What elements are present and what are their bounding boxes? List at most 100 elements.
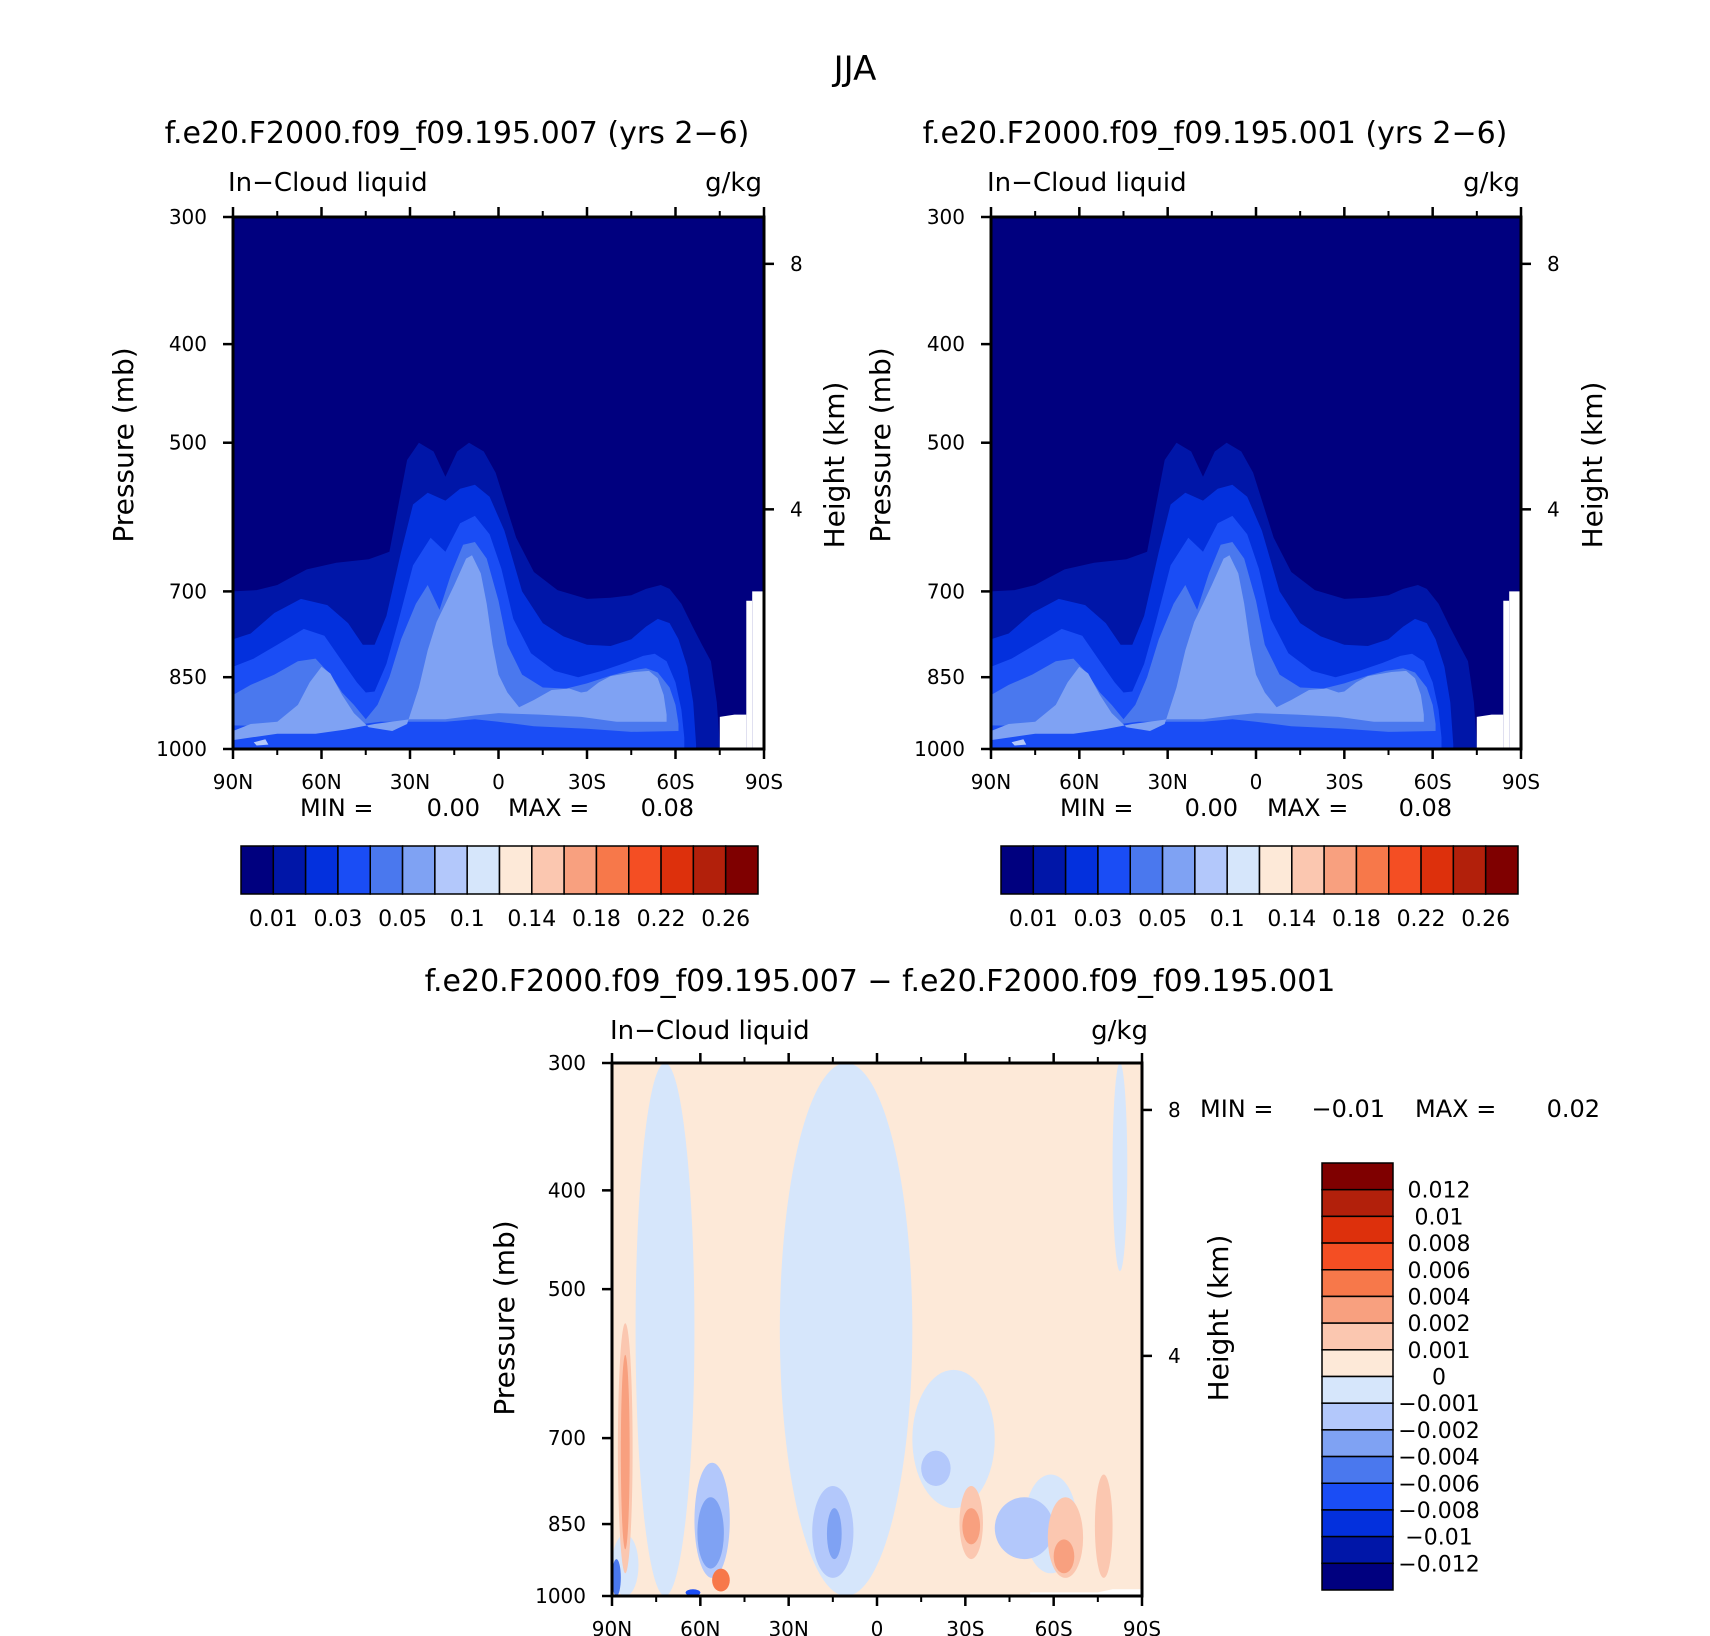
panel-1-colorbar-swatch — [660, 845, 695, 895]
panel-3-colorbar-label: 0.001 — [1408, 1339, 1471, 1364]
panel-1-colorbar-swatch — [724, 845, 759, 895]
panel-2-colorbar-label: 0.14 — [1267, 907, 1316, 932]
panel-2-colorbar-label: 0.01 — [1009, 907, 1058, 932]
panel-3-colorbar-label: −0.002 — [1398, 1419, 1479, 1444]
panel-2-y-tick-label: 500 — [927, 431, 965, 455]
panel-2-colorbar-swatch — [1291, 845, 1325, 895]
panel-2-colorbar-label: 0.26 — [1461, 907, 1510, 932]
panel-2-colorbar-swatch — [1258, 845, 1293, 895]
panel-2-x-tick-label: 60N — [1059, 770, 1099, 794]
panel-3-y-tick-label: 500 — [548, 1277, 586, 1301]
panel-2-contours — [991, 217, 1521, 749]
panel-1-colorbar-swatch — [563, 845, 598, 895]
panel-3-y-tick-label: 700 — [548, 1426, 586, 1450]
panel-1-height-tick-label: 8 — [790, 252, 803, 276]
panel-1-colorbar-label: 0.01 — [249, 907, 298, 932]
panel-2-contour-level-6 — [1011, 739, 1027, 746]
panel-3-colorbar-swatch — [1321, 1322, 1394, 1351]
panel-3-colorbar-swatch — [1321, 1455, 1394, 1484]
panel-3-min-label: MIN = — [1200, 1095, 1273, 1123]
panel-2-colorbar-label: 0.18 — [1332, 907, 1381, 932]
panel-3-colorbar-swatch — [1321, 1509, 1394, 1538]
panel-1-colorbar-swatch — [595, 845, 630, 895]
panel-2-x-tick-label: 30S — [1325, 770, 1363, 794]
panel-3-height-tick-label: 8 — [1168, 1098, 1181, 1122]
panel-3-contour-feature — [912, 1369, 995, 1509]
panel-1-max-value: 0.08 — [641, 794, 694, 822]
panel-2-x-tick-label: 90S — [1502, 770, 1540, 794]
panel-1-variable-label: In−Cloud liquid — [228, 168, 428, 198]
panel-2-max-value: 0.08 — [1399, 794, 1452, 822]
panel-2-colorbar-label: 0.22 — [1397, 907, 1446, 932]
panel-3-contour-feature — [921, 1450, 951, 1487]
panel-3-x-tick-label: 90N — [592, 1617, 632, 1636]
panel-2-colorbar: 0.01 0.03 0.05 0.1 0.14 0.18 0.22 0.26 — [1000, 845, 1519, 932]
panel-3-colorbar-swatch — [1321, 1482, 1394, 1511]
panel-3-colorbar-swatch — [1321, 1375, 1394, 1404]
panel-3-contour-feature — [1094, 1474, 1113, 1578]
panel-1-y-tick-label: 850 — [169, 665, 207, 689]
panel-2-height-tick-label: 8 — [1547, 252, 1560, 276]
panel-3-y-tick-label: 850 — [548, 1512, 586, 1536]
panel-2-x-tick-label: 90N — [971, 770, 1011, 794]
panel-1-colorbar-swatch — [531, 845, 565, 895]
panel-1-colorbar-swatch — [692, 845, 727, 895]
panel-2-x-tick-label: 0 — [1250, 770, 1263, 794]
panel-1-colorbar-swatch — [498, 845, 533, 895]
panel-2-colorbar-swatch — [1064, 845, 1099, 895]
panel-2-y-tick-label: 700 — [927, 579, 965, 603]
panel-2-title: f.e20.F2000.f09_f09.195.001 (yrs 2−6) — [923, 116, 1508, 151]
panel-1-colorbar-swatch — [466, 845, 501, 895]
panel-3-plot: 90N 60N 30N 0 30S 60S 90S 300 400 500 700 850 1000 8 4 — [535, 1051, 1181, 1636]
panel-3-max-value: 0.02 — [1547, 1095, 1600, 1123]
panel-1-colorbar-label: 0.05 — [378, 907, 427, 932]
panel-3-colorbar-label: −0.008 — [1398, 1499, 1479, 1524]
panel-3-colorbar-label: −0.004 — [1398, 1446, 1479, 1471]
panel-1-contours — [233, 217, 764, 749]
panel-1-contour-level-6 — [253, 739, 269, 746]
panel-3-colorbar-swatch — [1321, 1162, 1394, 1191]
panel-3-colorbar-swatch — [1321, 1242, 1394, 1271]
panel-1-y-tick-label: 700 — [169, 579, 207, 603]
panel-2-colorbar-swatch — [1161, 845, 1196, 895]
panel-3-contour-feature — [620, 1354, 630, 1550]
panel-1-missing-data — [746, 600, 753, 749]
panel-2-colorbar-swatch — [1032, 845, 1067, 895]
panel-1-x-tick-label: 90N — [213, 770, 253, 794]
panel-3-colorbar-swatch — [1321, 1429, 1394, 1458]
panel-2-colorbar-swatch — [1226, 845, 1261, 895]
panel-2-units-label: g/kg — [1463, 168, 1520, 198]
panel-1-colorbar-label: 0.22 — [637, 907, 686, 932]
panel-1-x-tick-label: 60N — [301, 770, 341, 794]
panel-2-height-tick-label: 4 — [1547, 497, 1560, 521]
panel-3-contour-feature — [1112, 1063, 1128, 1272]
panel-2-colorbar-swatch — [1452, 845, 1487, 895]
panel-3-colorbar-swatch — [1321, 1402, 1394, 1431]
panel-3-y-tick-label: 400 — [548, 1178, 586, 1202]
panel-1-x-tick-label: 0 — [492, 770, 505, 794]
panel-1-height-tick-label: 4 — [790, 497, 803, 521]
panel-3-units-label: g/kg — [1091, 1016, 1148, 1046]
panel-3-contour-feature — [685, 1589, 701, 1596]
panel-1-min-value: 0.00 — [427, 794, 480, 822]
panel-2-missing-data — [1503, 600, 1510, 749]
panel-3-colorbar-swatch — [1321, 1349, 1394, 1378]
panel-3-colorbar-label: 0.008 — [1408, 1232, 1471, 1257]
panel-2-y-tick-label: 850 — [927, 665, 965, 689]
panel-1-colorbar-label: 0.18 — [572, 907, 621, 932]
panel-1-colorbar-swatch — [304, 845, 339, 895]
panel-3-x-tick-label: 30N — [768, 1617, 808, 1636]
panel-3-colorbar-label: 0.002 — [1408, 1312, 1471, 1337]
panel-3-colorbar-swatch — [1321, 1188, 1394, 1218]
panel-3-colorbar-swatch — [1321, 1269, 1394, 1298]
panel-3-contour-feature — [697, 1497, 724, 1569]
panel-2-missing-data — [1476, 714, 1504, 749]
panel-2: f.e20.F2000.f09_f09.195.001 (yrs 2−6) In… — [864, 116, 1609, 932]
panel-1-ylabel-right: Height (km) — [818, 382, 851, 549]
panel-3-colorbar-swatch — [1321, 1535, 1394, 1565]
panel-3-ylabel-right: Height (km) — [1202, 1235, 1235, 1402]
panel-2-ylabel-right: Height (km) — [1576, 382, 1609, 549]
panel-3-colorbar-swatch — [1321, 1215, 1394, 1244]
panel-1-x-tick-label: 30N — [390, 770, 430, 794]
